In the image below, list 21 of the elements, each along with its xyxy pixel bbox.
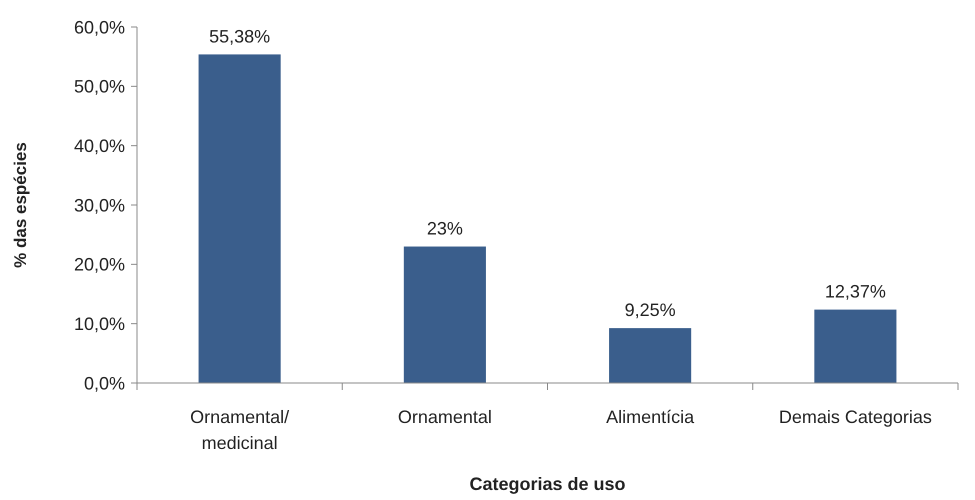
- y-tick-label: 40,0%: [74, 136, 125, 156]
- x-tick-label: Ornamental/ medicinal: [190, 407, 290, 453]
- bar: [814, 310, 896, 383]
- x-tick-label: Alimentícia: [606, 407, 696, 427]
- y-tick-label: 50,0%: [74, 76, 125, 97]
- y-tick-label: 10,0%: [74, 314, 125, 334]
- bar: [609, 328, 692, 383]
- data-label: 12,37%: [824, 282, 886, 302]
- x-tick-label: Ornamental: [398, 407, 492, 427]
- y-tick-label: 0,0%: [84, 373, 125, 394]
- y-axis-title: % das espécies: [11, 142, 30, 268]
- bar: [404, 246, 486, 383]
- bar: [198, 54, 281, 383]
- y-tick-label: 20,0%: [74, 254, 125, 275]
- y-tick-label: 30,0%: [74, 195, 125, 216]
- x-axis-title: Categorias de uso: [469, 474, 626, 494]
- data-label: 23%: [426, 218, 463, 239]
- y-tick-label: 60,0%: [74, 17, 125, 38]
- data-label: 55,38%: [209, 26, 270, 46]
- data-label: 9,25%: [624, 300, 676, 320]
- x-tick-label: Demais Categorias: [778, 407, 932, 427]
